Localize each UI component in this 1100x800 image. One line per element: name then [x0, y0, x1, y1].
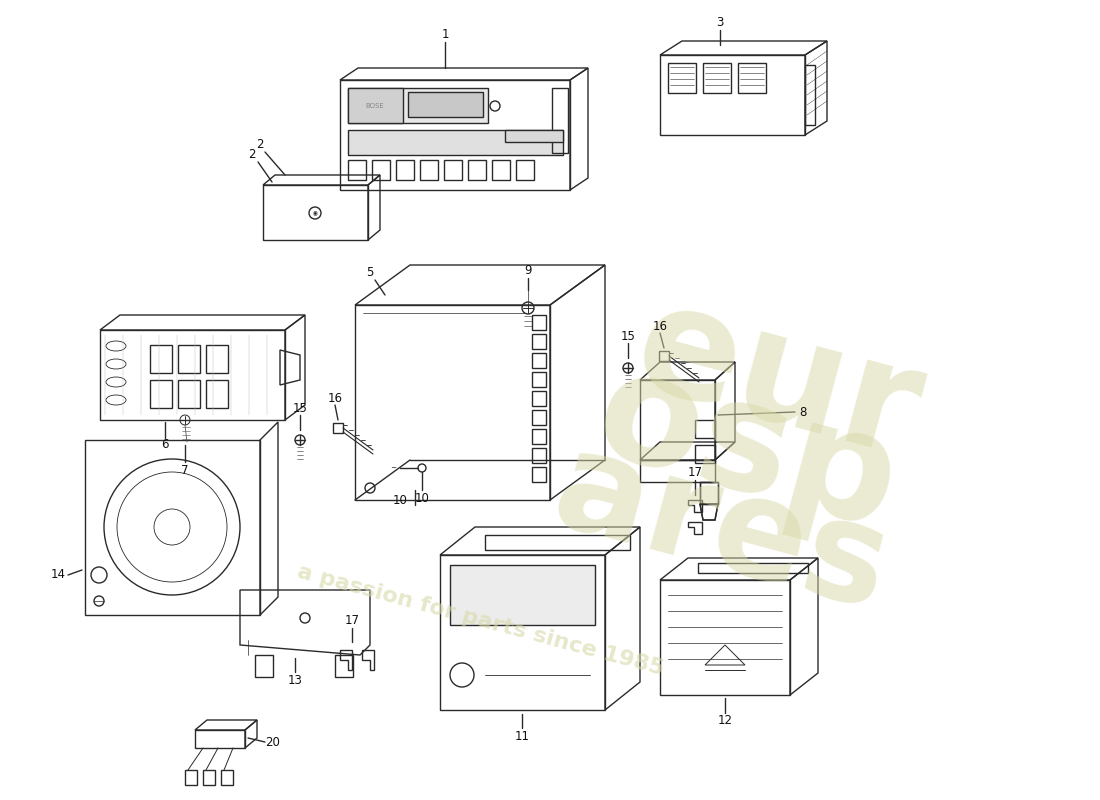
Bar — [532, 353, 546, 368]
Bar — [805, 65, 815, 125]
Bar — [440, 555, 605, 710]
Text: BOSE: BOSE — [365, 103, 384, 109]
Bar — [372, 160, 390, 180]
Bar — [532, 410, 546, 425]
Text: 11: 11 — [515, 730, 529, 742]
Text: 2: 2 — [256, 138, 264, 151]
Bar — [263, 185, 368, 240]
Bar — [178, 345, 200, 373]
Bar — [700, 482, 718, 504]
Text: ares: ares — [540, 421, 902, 639]
Text: 20: 20 — [265, 735, 280, 749]
Bar — [532, 334, 546, 349]
Bar — [660, 55, 805, 135]
Text: eur: eur — [620, 271, 936, 489]
Text: ─: ─ — [390, 465, 395, 471]
Text: 15: 15 — [620, 330, 636, 342]
Text: 16: 16 — [328, 391, 342, 405]
Text: 9: 9 — [525, 263, 531, 277]
Text: osp: osp — [580, 338, 913, 562]
Text: 16: 16 — [652, 319, 668, 333]
Bar — [450, 565, 595, 625]
Bar — [348, 130, 563, 155]
Bar — [485, 535, 630, 550]
Text: 8: 8 — [800, 406, 806, 418]
Bar — [532, 372, 546, 387]
Bar — [516, 160, 534, 180]
Bar — [348, 88, 403, 123]
Bar — [396, 160, 414, 180]
Bar — [336, 655, 353, 677]
Bar — [195, 730, 245, 748]
Bar — [532, 467, 546, 482]
Bar — [532, 448, 546, 463]
Bar — [695, 445, 715, 463]
Text: 6: 6 — [162, 438, 168, 451]
Bar — [206, 345, 228, 373]
Text: 7: 7 — [182, 463, 189, 477]
Text: 17: 17 — [688, 466, 703, 479]
Text: 17: 17 — [344, 614, 360, 626]
Bar — [420, 160, 438, 180]
Text: 3: 3 — [716, 17, 724, 30]
Bar — [150, 345, 172, 373]
Bar — [532, 391, 546, 406]
Bar — [700, 482, 718, 504]
Bar — [640, 380, 715, 460]
Text: 5: 5 — [366, 266, 374, 279]
Bar — [640, 460, 715, 482]
Bar — [532, 429, 546, 444]
Bar — [85, 440, 260, 615]
Bar — [660, 580, 790, 695]
Bar — [505, 130, 563, 142]
Bar — [340, 80, 570, 190]
Text: 10: 10 — [415, 491, 429, 505]
Text: ◉: ◉ — [312, 210, 318, 215]
Text: 10: 10 — [393, 494, 407, 506]
Text: 12: 12 — [717, 714, 733, 727]
Bar — [255, 655, 273, 677]
Bar — [444, 160, 462, 180]
Text: 2: 2 — [249, 149, 255, 162]
Bar — [668, 63, 696, 93]
Bar — [348, 88, 488, 123]
Bar — [348, 160, 366, 180]
Bar — [355, 305, 550, 500]
Bar — [698, 563, 808, 573]
Bar — [150, 380, 172, 408]
Text: 14: 14 — [51, 569, 66, 582]
Bar — [178, 380, 200, 408]
Bar — [552, 88, 568, 153]
Bar — [738, 63, 766, 93]
Bar — [703, 63, 732, 93]
Text: 15: 15 — [293, 402, 307, 414]
Text: a passion for parts since 1985: a passion for parts since 1985 — [295, 562, 666, 678]
Bar — [100, 330, 285, 420]
Text: 13: 13 — [287, 674, 303, 686]
Bar — [492, 160, 510, 180]
Text: 1: 1 — [441, 29, 449, 42]
Bar — [408, 92, 483, 117]
Bar — [206, 380, 228, 408]
Bar — [695, 420, 715, 438]
Bar — [532, 315, 546, 330]
Bar — [468, 160, 486, 180]
